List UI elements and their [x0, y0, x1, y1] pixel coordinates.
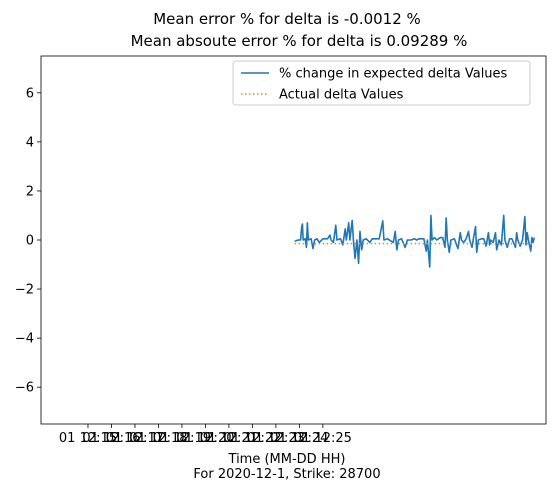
plot-series [294, 214, 536, 268]
x-tick-label: 01 12:18 [129, 431, 187, 446]
chart-title-line2: Mean absoute error % for delta is 0.0928… [131, 32, 468, 50]
y-axis: −6 −4 −2 0 2 4 6 [15, 86, 41, 396]
plot-frame [40, 55, 547, 425]
x-tick-label: 01 12:23 [247, 431, 305, 446]
y-tick-label: −2 [15, 283, 34, 298]
series-line-1 [294, 214, 536, 268]
chart-title-line1: Mean error % for delta is -0.0012 % [153, 10, 421, 28]
legend-box [232, 60, 531, 106]
y-tick-label: −4 [15, 332, 34, 347]
x-tick-label: 01 12:15 [59, 431, 117, 446]
y-tick-label: 0 [26, 234, 34, 249]
legend: % change in expected delta Values Actual … [232, 60, 531, 106]
y-tick-label: −6 [15, 381, 34, 396]
x-tick-label: 01 12:17 [106, 431, 164, 446]
x-tick-label: 01 12:16 [82, 431, 140, 446]
y-tick-label: 6 [26, 86, 34, 101]
x-tick-label: 01 12:20 [176, 431, 234, 446]
x-tick-label: 01 12:25 [294, 431, 352, 446]
x-tick-label: 01 12:19 [153, 431, 211, 446]
y-tick-label: 4 [26, 135, 34, 150]
x-tick-label: 01 12:21 [200, 431, 258, 446]
x-tick-label: 01 12:22 [223, 431, 281, 446]
x-axis-label: Time (MM-DD HH) [228, 452, 346, 467]
x-tick-label: 01 12:24 [270, 431, 328, 446]
legend-label-1: % change in expected delta Values [279, 67, 508, 82]
legend-label-2: Actual delta Values [279, 88, 404, 103]
y-tick-label: 2 [26, 184, 34, 199]
footnote: For 2020-12-1, Strike: 28700 [193, 467, 380, 482]
